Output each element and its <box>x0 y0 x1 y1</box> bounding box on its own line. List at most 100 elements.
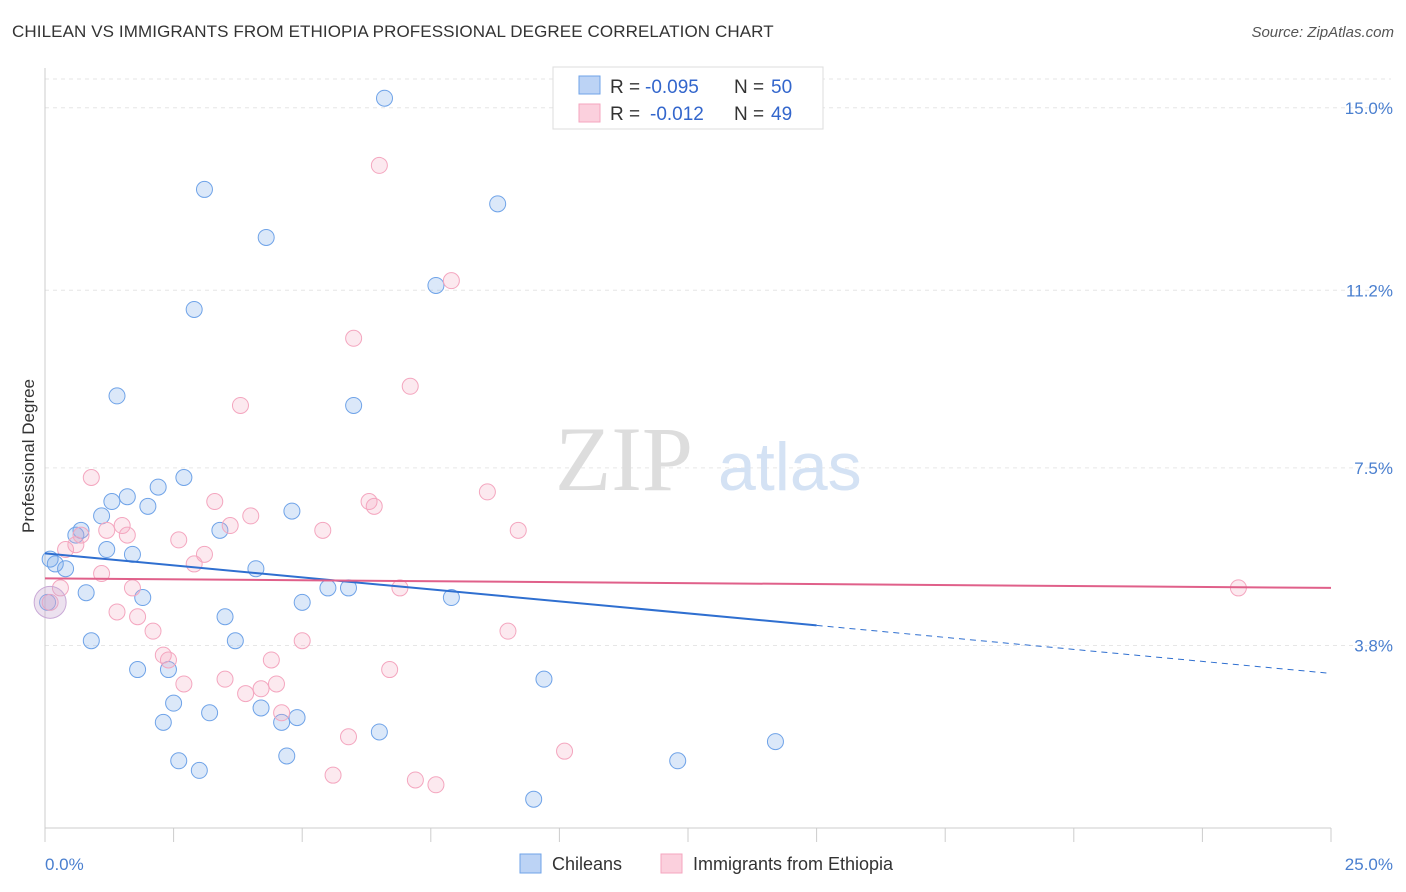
ethiopia-point-4 <box>82 469 100 487</box>
ethiopia-point-38 <box>401 377 419 395</box>
chileans-trend-line <box>44 552 817 627</box>
ethiopia-point-8 <box>118 526 136 544</box>
ethiopia-point-42 <box>478 483 496 501</box>
chileans-point-41 <box>376 89 394 107</box>
ethiopia-point-33 <box>360 493 378 511</box>
chart-source: Source: ZipAtlas.com <box>1251 24 1394 41</box>
ethiopia-point-23 <box>242 507 260 525</box>
watermark: ZIP atlas <box>555 408 862 510</box>
ethiopia-point-47 <box>67 536 85 554</box>
legend-n-label-chileans: N = <box>734 77 764 98</box>
bottom-legend-swatch-ethiopia <box>660 853 683 874</box>
y-tick-labels: 3.8% 7.5% 11.2% 15.0% <box>1345 99 1393 656</box>
y-tick-label-1: 7.5% <box>1354 459 1393 478</box>
ethiopia-point-31 <box>339 728 357 746</box>
ethiopia-point-43 <box>499 622 517 640</box>
ethiopia-point-11 <box>144 622 162 640</box>
chileans-point-16 <box>149 478 167 496</box>
ethiopia-point-17 <box>195 545 213 563</box>
ethiopia-point-7 <box>108 603 126 621</box>
x-tick-labels: 0.0% 25.0% <box>45 855 1393 874</box>
chart-title: CHILEAN VS IMMIGRANTS FROM ETHIOPIA PROF… <box>12 22 774 41</box>
legend-r-value-ethiopia: -0.012 <box>650 104 704 125</box>
chileans-point-26 <box>211 521 229 539</box>
chileans-point-15 <box>139 497 157 515</box>
chileans-point-46 <box>535 670 553 688</box>
cluster-point <box>33 585 67 619</box>
legend-swatch-ethiopia <box>578 103 601 123</box>
ethiopia-point-29 <box>314 521 332 539</box>
chileans-point-6 <box>82 632 100 650</box>
ethiopia-point-5 <box>93 565 111 583</box>
ethiopia-point-45 <box>556 742 574 760</box>
bottom-legend-swatch-chileans <box>519 853 542 874</box>
ethiopia-point-34 <box>365 497 383 515</box>
ethiopia-point-2 <box>57 541 75 559</box>
chileans-point-39 <box>345 396 363 414</box>
watermark-atlas: atlas <box>718 429 862 505</box>
chileans-point-17 <box>154 713 172 731</box>
chileans-point-31 <box>257 228 275 246</box>
chileans-point-43 <box>442 589 460 607</box>
bottom-legend-label-chileans: Chileans <box>552 854 622 874</box>
chileans-trend-extension <box>816 624 1332 674</box>
ethiopia-point-19 <box>216 670 234 688</box>
ethiopia-point-24 <box>252 680 270 698</box>
ethiopia-point-18 <box>206 493 224 511</box>
bottom-legend-label-ethiopia: Immigrants from Ethiopia <box>693 854 894 874</box>
chileans-point-40 <box>370 723 388 741</box>
chileans-point-35 <box>288 709 306 727</box>
y-tick-label-3: 15.0% <box>1345 99 1393 118</box>
grid <box>45 78 1391 647</box>
chileans-point-12 <box>123 545 141 563</box>
chileans-point-3 <box>67 526 85 544</box>
chileans-point-5 <box>77 584 95 602</box>
ethiopia-point-10 <box>129 608 147 626</box>
ethiopia-point-12 <box>154 646 172 664</box>
y-tick-label-0: 3.8% <box>1354 637 1393 656</box>
chileans-point-47 <box>669 752 687 770</box>
chileans-point-34 <box>283 502 301 520</box>
chileans-point-25 <box>201 704 219 722</box>
ethiopia-point-26 <box>267 675 285 693</box>
ethiopia-point-35 <box>370 156 388 174</box>
ethiopia-point-44 <box>509 521 527 539</box>
ethiopia-point-21 <box>231 396 249 414</box>
legend-bottom: Chileans Immigrants from Ethiopia <box>519 853 894 874</box>
chileans-point-37 <box>319 579 337 597</box>
chileans-point-23 <box>190 761 208 779</box>
legend-top: R = -0.095 N = 50 R = -0.012 N = 49 <box>552 66 824 130</box>
chileans-point-44 <box>489 195 507 213</box>
ethiopia-point-40 <box>427 776 445 794</box>
chileans-point-10 <box>108 387 126 405</box>
chileans-point-45 <box>525 790 543 808</box>
ethiopia-point-36 <box>381 661 399 679</box>
ethiopia-point-0 <box>41 593 59 611</box>
legend-r-value-chileans: -0.095 <box>645 77 699 98</box>
ethiopia-point-20 <box>221 517 239 535</box>
ethiopia-point-9 <box>123 579 141 597</box>
chileans-point-8 <box>98 541 116 559</box>
chileans-point-1 <box>46 555 64 573</box>
x-tick-label-1: 25.0% <box>1345 855 1393 874</box>
chileans-point-19 <box>165 694 183 712</box>
ethiopia-point-28 <box>293 632 311 650</box>
y-tick-label-2: 11.2% <box>1346 281 1393 300</box>
chileans-point-42 <box>427 276 445 294</box>
ethiopia-point-27 <box>273 704 291 722</box>
ethiopia-point-14 <box>170 531 188 549</box>
ethiopia-point-6 <box>98 521 116 539</box>
trend-lines <box>44 552 1332 674</box>
chileans-point-48 <box>766 733 784 751</box>
chileans-point-9 <box>103 493 121 511</box>
chileans-point-7 <box>93 507 111 525</box>
ethiopia-trend-line <box>44 577 1332 589</box>
axes <box>44 68 1332 842</box>
chileans-point-2 <box>57 560 75 578</box>
chileans-point-36 <box>293 593 311 611</box>
ethiopia-point-30 <box>324 766 342 784</box>
chileans-point-30 <box>252 699 270 717</box>
x-tick-label-0: 0.0% <box>45 855 84 874</box>
chileans-point-33 <box>278 747 296 765</box>
